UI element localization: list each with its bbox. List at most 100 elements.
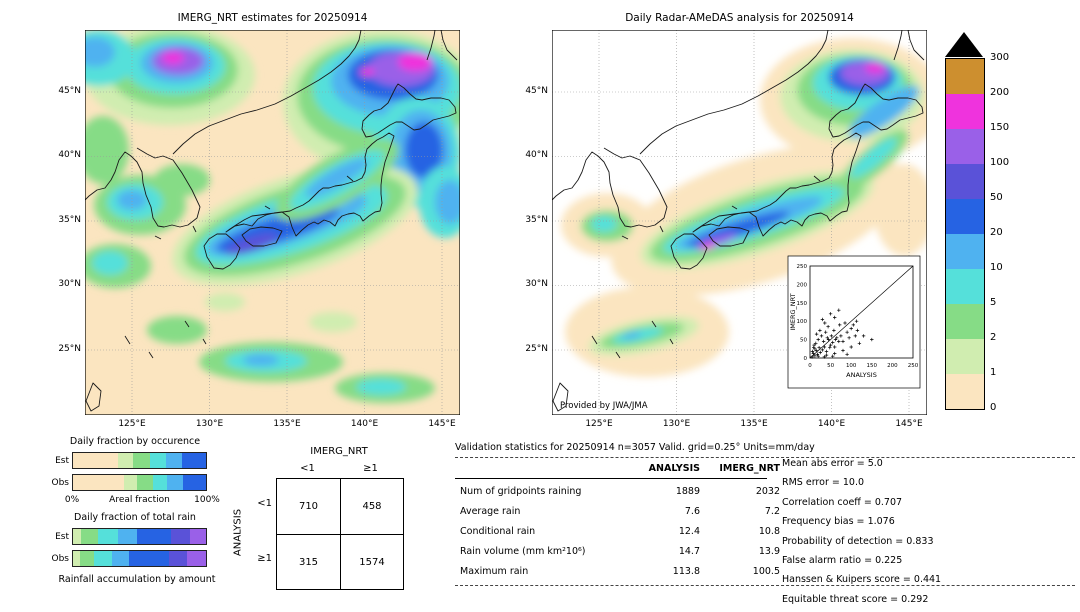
inset-y-tick: 150: [797, 301, 808, 307]
metric-value: 1.076: [867, 516, 895, 528]
colorbar-segment: [946, 164, 984, 199]
stat-value: 7.2: [764, 506, 780, 517]
inset-y-tick: 0: [804, 356, 808, 362]
lat-tick: 35°N: [525, 215, 548, 225]
metric-row: Mean abs error = 5.0: [782, 454, 941, 473]
validation-row: Num of gridpoints raining 1889 2032: [460, 486, 780, 497]
stat-value: 2032: [755, 486, 780, 497]
stat-label: Rain volume (mm km²10⁶): [460, 546, 586, 557]
contingency-cell: 458: [340, 479, 403, 534]
fraction-segment: [73, 551, 80, 566]
lat-tick: 30°N: [58, 279, 81, 289]
stat-value: 12.4: [678, 526, 700, 537]
stat-value: 1889: [675, 486, 700, 497]
contingency-row-group: ANALYSIS: [232, 508, 244, 557]
scatter-inset: 0 50 100 150 200 250 0 50 100 150 200 25…: [787, 255, 921, 389]
contingency-cell: 1574: [340, 534, 403, 589]
colorbar-tick-label: 0: [990, 402, 997, 413]
divider: [455, 585, 1075, 586]
bar-row-label: Est: [55, 456, 69, 466]
fraction-segment: [111, 551, 129, 566]
contingency-table: 710 458 315 1574: [276, 478, 404, 590]
divider: [455, 457, 1075, 458]
colorbar-tick-label: 2: [990, 332, 997, 343]
coastline: [552, 30, 925, 412]
fraction-segment: [189, 529, 206, 544]
radar-amedas-map: 0 50 100 150 200 250 0 50 100 150 200 25…: [552, 30, 927, 415]
fraction-segment: [98, 529, 119, 544]
fraction-segment: [128, 551, 169, 566]
colorbar: [945, 58, 985, 410]
precipitation-field: [561, 38, 927, 377]
validation-row: Rain volume (mm km²10⁶) 14.7 13.9: [460, 546, 780, 557]
colorbar-segment: [946, 304, 984, 339]
inset-x-tick: 250: [908, 363, 919, 369]
fraction-segment: [118, 453, 133, 468]
colorbar-segment: [946, 199, 984, 234]
colorbar-tick-label: 150: [990, 122, 1010, 133]
metric-value: 0.707: [874, 496, 903, 508]
stat-value: 100.5: [752, 566, 780, 577]
metric-label: Equitable threat score =: [782, 593, 899, 605]
metric-row: Hanssen & Kuipers score = 0.441: [782, 570, 941, 589]
fraction-segment: [80, 529, 99, 544]
contingency-col-header: ≥1: [363, 463, 378, 474]
fraction-segment: [136, 529, 172, 544]
metric-label: Probability of detection =: [782, 535, 904, 547]
inset-x-tick: 150: [867, 363, 878, 369]
over-range-triangle-icon: [945, 32, 983, 57]
fraction-segment: [118, 529, 137, 544]
inset-y-tick: 100: [797, 319, 808, 325]
precipitation-field: [85, 30, 460, 403]
colorbar-tick-label: 50: [990, 192, 1003, 203]
fraction-segment: [166, 453, 183, 468]
validation-col-header: IMERG_NRT: [719, 463, 780, 474]
fraction-segment: [183, 475, 206, 490]
validation-header-row: ANALYSIS IMERG_NRT: [460, 463, 780, 474]
stat-value: 13.9: [758, 546, 780, 557]
total-est-bar: [72, 528, 207, 545]
colorbar-segment: [946, 94, 984, 129]
one-to-one-line: [809, 265, 914, 359]
right-map-title: Daily Radar-AMeDAS analysis for 20250914: [625, 12, 854, 24]
total-rain-chart-title: Daily fraction of total rain: [74, 512, 196, 523]
lat-tick: 25°N: [58, 344, 81, 354]
metric-value: 0.441: [913, 574, 942, 586]
lat-tick: 45°N: [58, 86, 81, 96]
scatter-points: [810, 308, 874, 359]
lon-tick: 145°E: [895, 419, 923, 429]
fraction-segment: [187, 551, 206, 566]
occurrence-est-bar: [72, 452, 207, 469]
fraction-segment: [73, 529, 81, 544]
metric-value: 0.833: [906, 535, 934, 547]
axis-title: Areal fraction: [109, 495, 170, 505]
validation-row: Average rain 7.6 7.2: [460, 506, 780, 517]
fraction-segment: [168, 551, 188, 566]
inset-y-tick: 250: [797, 264, 808, 270]
lat-tick: 30°N: [525, 279, 548, 289]
lat-tick: 40°N: [525, 150, 548, 160]
metric-row: RMS error = 10.0: [782, 473, 941, 492]
lat-tick: 25°N: [525, 344, 548, 354]
colorbar-segment: [946, 374, 984, 409]
total-obs-bar: [72, 550, 207, 567]
contingency-col-group: IMERG_NRT: [310, 446, 368, 457]
fraction-segment: [123, 475, 137, 490]
axis-max-label: 100%: [194, 495, 220, 505]
stat-label: Average rain: [460, 506, 521, 517]
metric-row: False alarm ratio = 0.225: [782, 551, 941, 570]
lat-tick: 35°N: [58, 215, 81, 225]
colorbar-tick-label: 100: [990, 157, 1010, 168]
colorbar-tick-label: 200: [990, 87, 1010, 98]
lon-tick: 145°E: [428, 419, 456, 429]
validation-col-header: ANALYSIS: [648, 463, 700, 474]
lon-tick: 135°E: [273, 419, 301, 429]
inset-x-tick: 0: [808, 363, 812, 369]
colorbar-tick-label: 5: [990, 297, 997, 308]
validation-row: Conditional rain 12.4 10.8: [460, 526, 780, 537]
header-underline: [455, 478, 767, 479]
inset-x-tick: 100: [846, 363, 857, 369]
colorbar-segment: [946, 339, 984, 374]
metric-row: Probability of detection = 0.833: [782, 532, 941, 551]
metric-value: 0.292: [901, 593, 929, 605]
